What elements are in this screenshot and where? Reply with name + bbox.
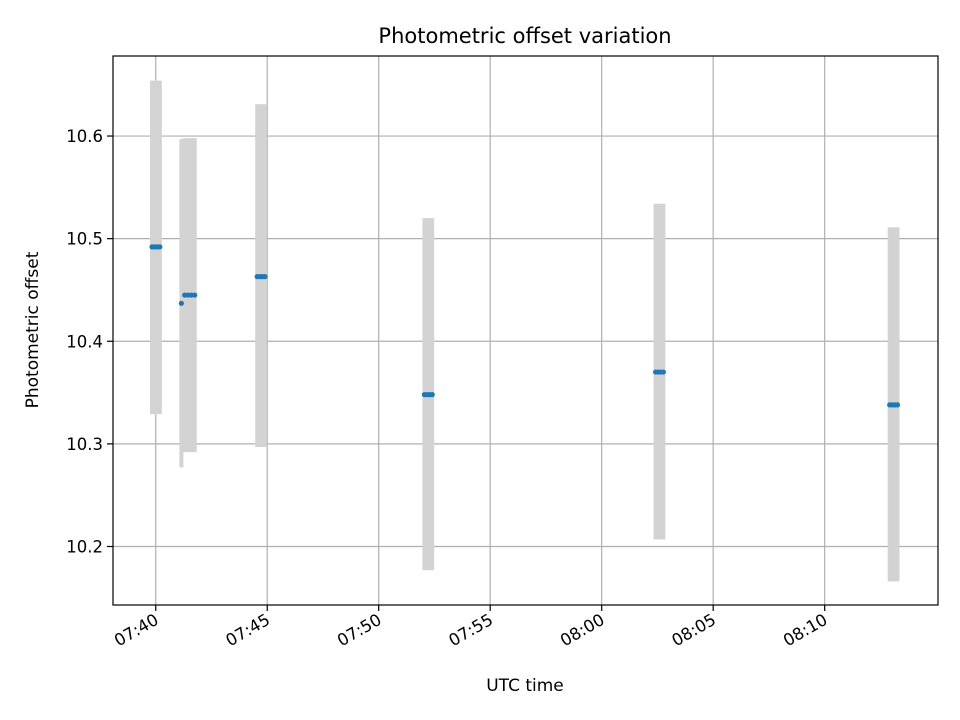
chart-title: Photometric offset variation xyxy=(378,24,671,48)
x-tick-label: 07:40 xyxy=(111,610,162,650)
y-tick-label: 10.4 xyxy=(66,332,103,351)
grid-lines xyxy=(113,56,938,605)
x-tick-label: 07:45 xyxy=(223,610,274,650)
y-axis-label: Photometric offset xyxy=(23,251,43,408)
x-axis-ticks: 07:40 07:45 07:50 07:55 08:00 08:05 08:10 xyxy=(111,605,831,650)
y-tick-label: 10.3 xyxy=(66,435,103,454)
x-tick-label: 08:10 xyxy=(780,610,831,650)
data-point xyxy=(660,369,666,375)
data-point xyxy=(894,402,901,408)
y-tick-label: 10.6 xyxy=(66,127,103,146)
y-tick-label: 10.2 xyxy=(66,538,103,557)
data-point xyxy=(429,392,435,398)
x-tick-label: 08:00 xyxy=(557,610,608,650)
y-tick-label: 10.5 xyxy=(66,230,103,249)
x-axis-label: UTC time xyxy=(486,676,564,696)
data-point xyxy=(157,244,163,250)
data-points xyxy=(149,244,901,408)
error-bars xyxy=(150,80,900,582)
plot-frame xyxy=(112,55,939,606)
x-tick-label: 07:55 xyxy=(446,610,497,650)
x-tick-label: 07:50 xyxy=(334,610,385,650)
x-tick-label: 08:05 xyxy=(668,610,719,650)
data-point xyxy=(192,292,198,298)
y-axis-ticks: 10.2 10.3 10.4 10.5 10.6 xyxy=(66,127,113,557)
data-point xyxy=(178,300,184,306)
data-point xyxy=(262,274,268,280)
